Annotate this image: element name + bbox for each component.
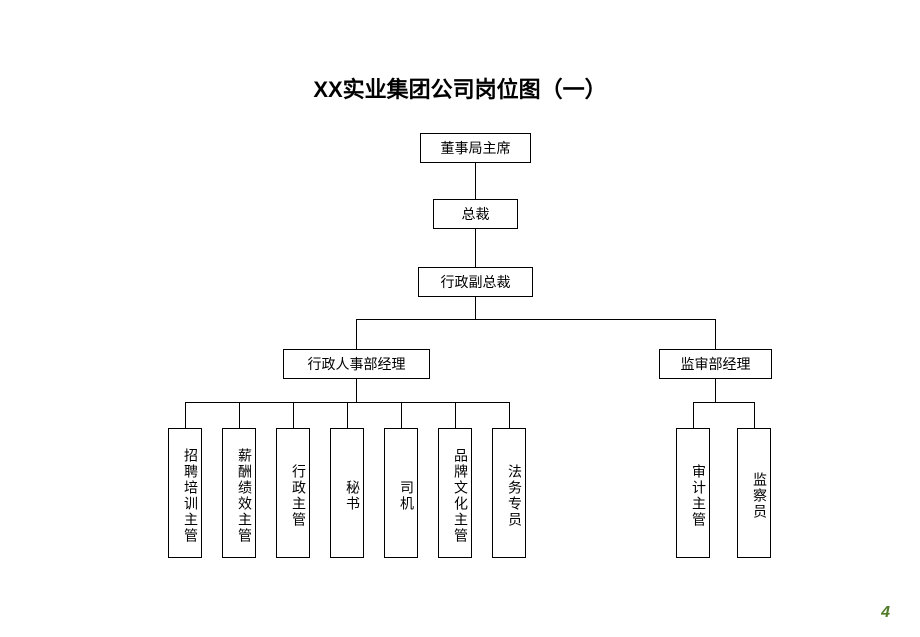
connector-line <box>509 402 510 428</box>
node-hr-manager-label: 行政人事部经理 <box>308 354 406 374</box>
leaf-compensation-label: 薪酬绩效主管 <box>235 448 255 544</box>
connector-line <box>715 379 716 402</box>
node-audit-manager: 监审部经理 <box>659 349 772 379</box>
leaf-inspector-label: 监察员 <box>750 472 770 520</box>
node-president-label: 总裁 <box>462 204 490 224</box>
connector-line <box>347 402 348 428</box>
node-vp-label: 行政副总裁 <box>441 272 511 292</box>
node-chairman-label: 董事局主席 <box>441 138 511 158</box>
page-number: 4 <box>881 604 890 622</box>
connector-line <box>693 402 755 403</box>
leaf-admin: 行政主管 <box>276 428 310 558</box>
leaf-secretary-label: 秘书 <box>343 480 363 512</box>
node-vp: 行政副总裁 <box>418 267 533 297</box>
leaf-compensation: 薪酬绩效主管 <box>222 428 256 558</box>
leaf-brand-culture: 品牌文化主管 <box>438 428 472 558</box>
leaf-recruit-training: 招聘培训主管 <box>168 428 202 558</box>
connector-line <box>401 402 402 428</box>
node-president: 总裁 <box>433 199 518 229</box>
connector-line <box>239 402 240 428</box>
connector-line <box>293 402 294 428</box>
node-chairman: 董事局主席 <box>420 133 531 163</box>
connector-line <box>475 297 476 319</box>
leaf-driver: 司机 <box>384 428 418 558</box>
leaf-recruit-training-label: 招聘培训主管 <box>181 448 201 544</box>
connector-line <box>356 319 716 320</box>
connector-line <box>455 402 456 428</box>
leaf-driver-label: 司机 <box>397 480 417 512</box>
node-hr-manager: 行政人事部经理 <box>283 349 430 379</box>
connector-line <box>475 163 476 199</box>
connector-line <box>693 402 694 428</box>
leaf-brand-culture-label: 品牌文化主管 <box>451 448 471 544</box>
connector-line <box>475 229 476 267</box>
leaf-secretary: 秘书 <box>330 428 364 558</box>
leaf-admin-label: 行政主管 <box>289 464 309 528</box>
connector-line <box>715 319 716 349</box>
chart-title: XX实业集团公司岗位图（一） <box>0 72 920 104</box>
connector-line <box>356 319 357 349</box>
leaf-audit-label: 审计主管 <box>689 464 709 528</box>
connector-line <box>356 379 357 402</box>
leaf-legal: 法务专员 <box>492 428 526 558</box>
connector-line <box>185 402 186 428</box>
leaf-audit: 审计主管 <box>676 428 710 558</box>
connector-line <box>754 402 755 428</box>
leaf-inspector: 监察员 <box>737 428 771 558</box>
leaf-legal-label: 法务专员 <box>505 464 525 528</box>
node-audit-manager-label: 监审部经理 <box>681 354 751 374</box>
